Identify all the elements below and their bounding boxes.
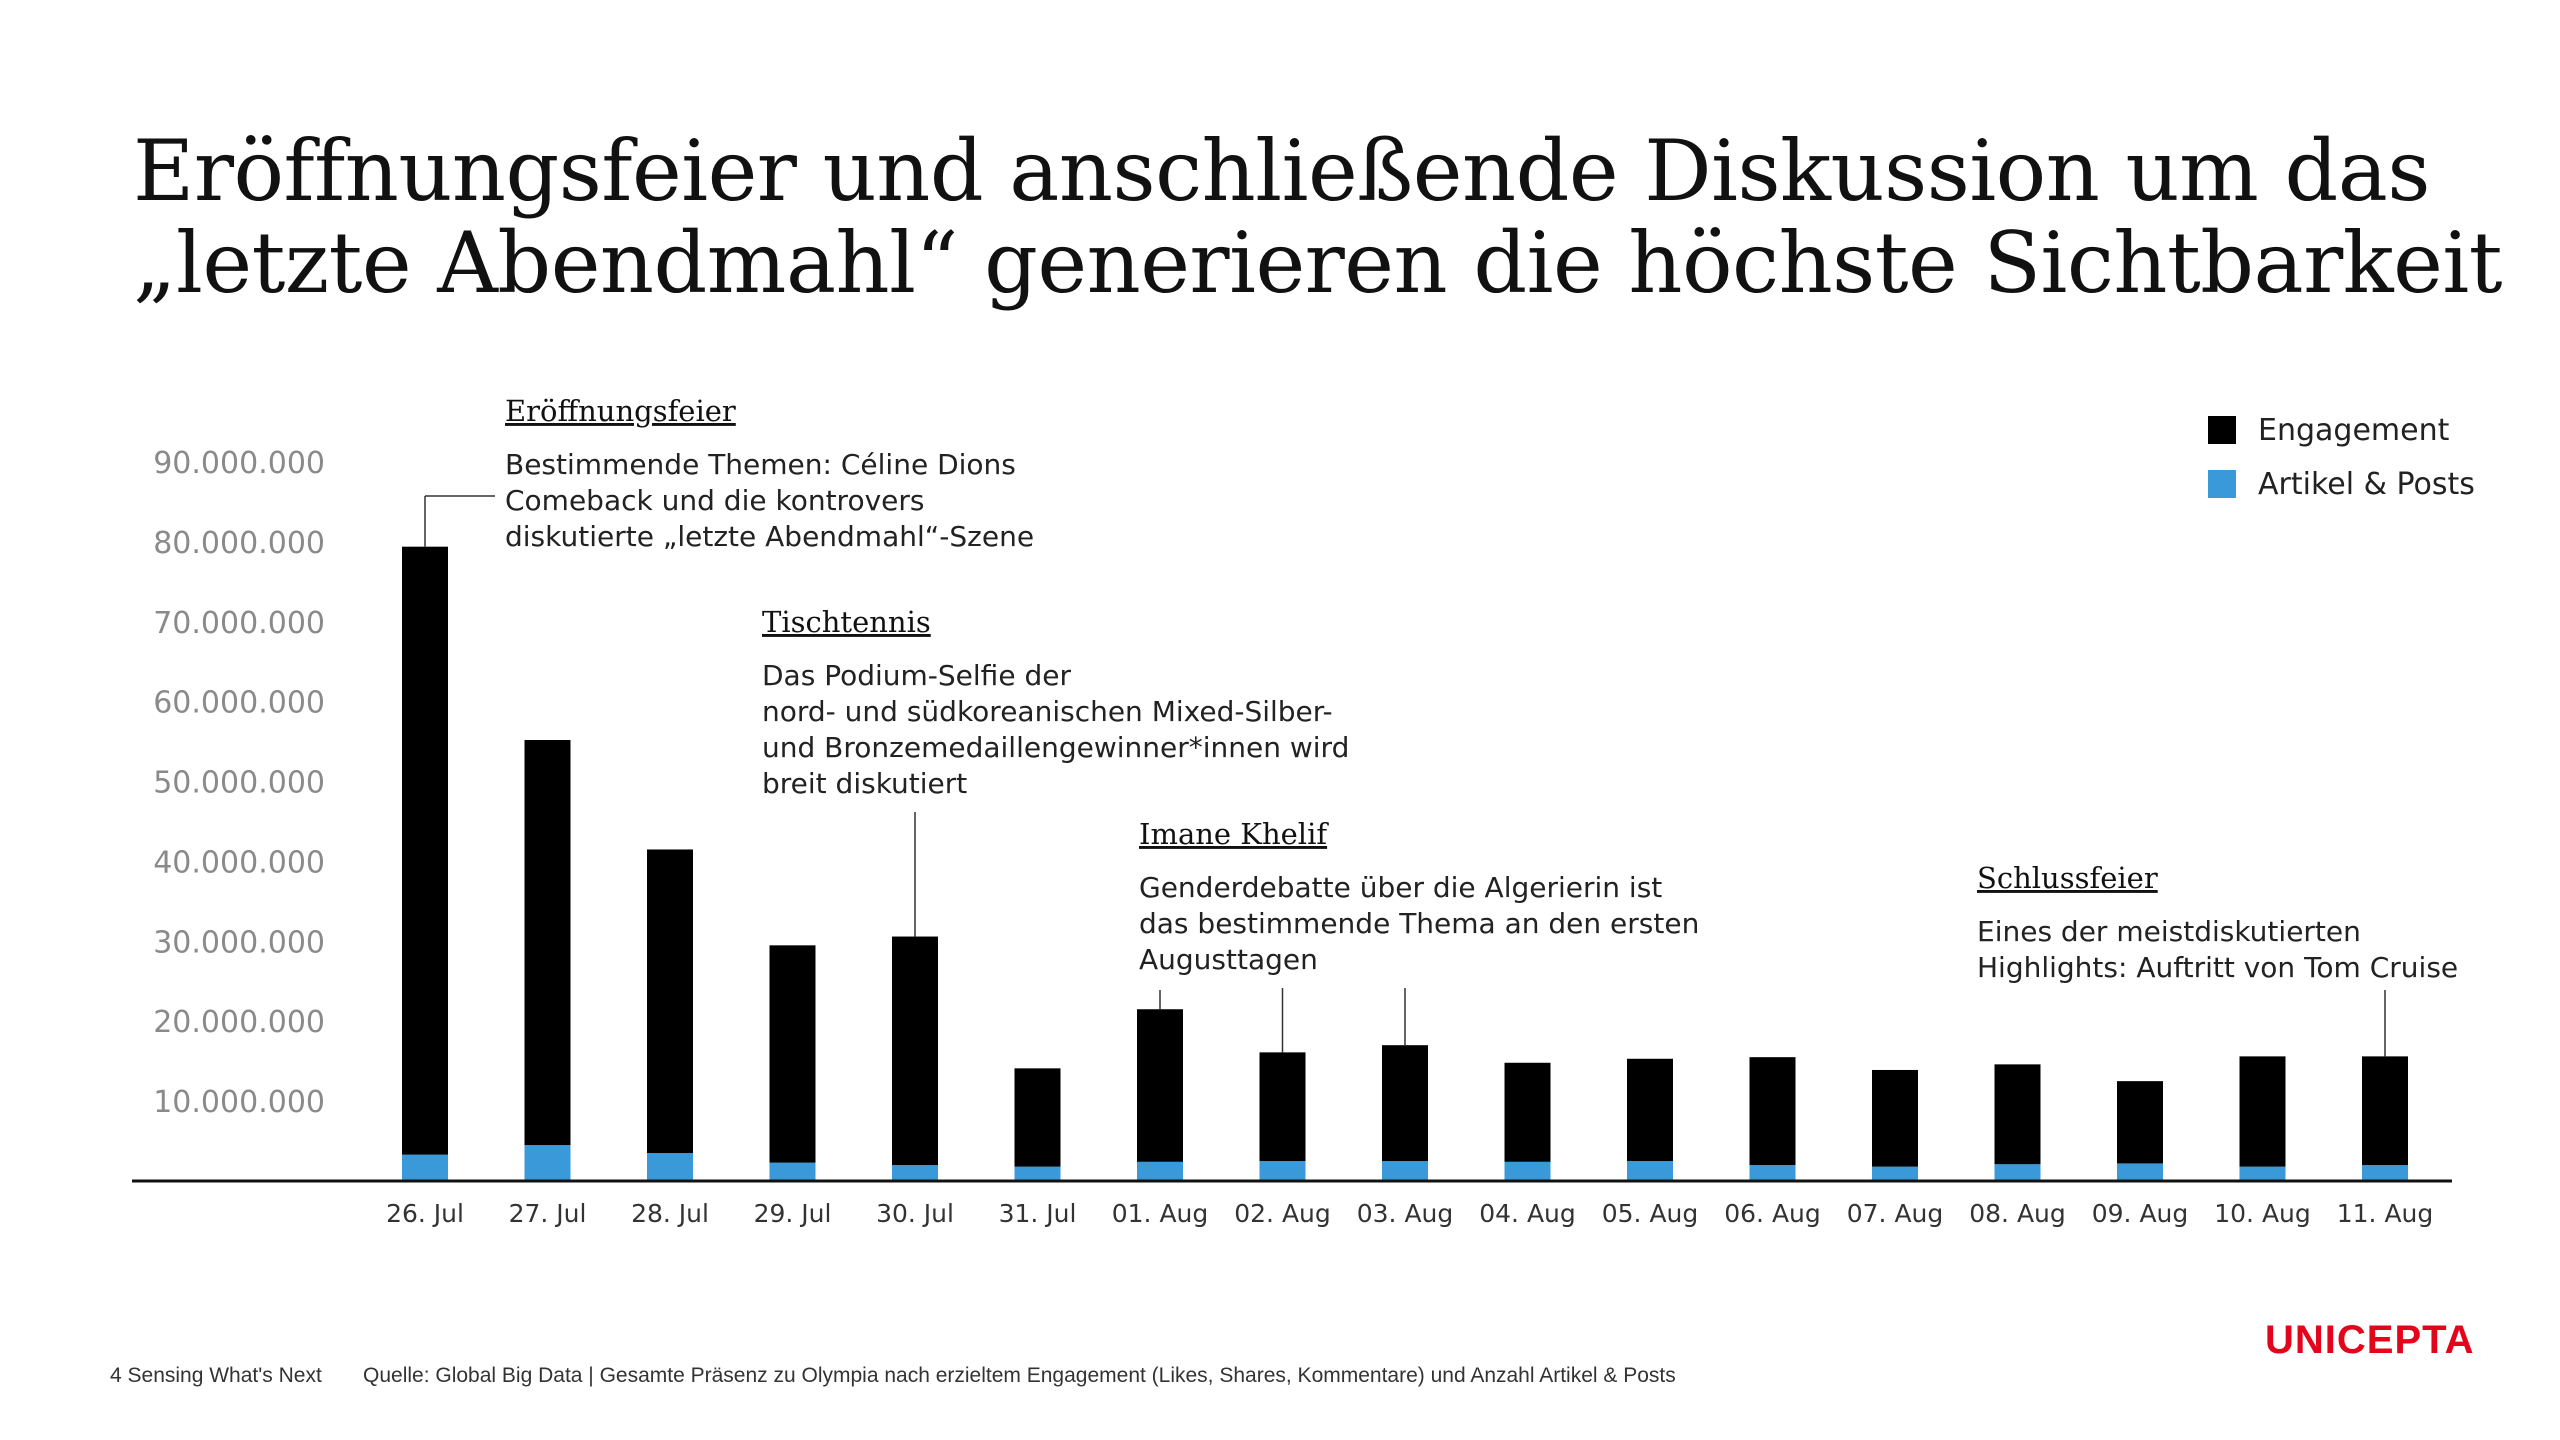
y-tick-label: 70.000.000 [153, 606, 325, 641]
legend: Engagement Artikel & Posts [2208, 413, 2475, 502]
annotation: Schlussfeier Eines der meistdiskutiertenH… [1977, 861, 2458, 984]
x-tick-label: 07. Aug [1847, 1199, 1944, 1228]
bar-engagement [769, 945, 816, 1163]
source-note: Quelle: Global Big Data | Gesamte Präsen… [363, 1364, 1676, 1387]
y-tick-label: 80.000.000 [153, 526, 325, 561]
bar-articles-posts [1259, 1161, 1306, 1181]
bar-engagement [1994, 1064, 2041, 1165]
x-tick-label: 26. Jul [386, 1199, 464, 1228]
annotation-title: Imane Khelif [1139, 817, 1329, 851]
y-tick-label: 10.000.000 [153, 1085, 325, 1120]
bar-engagement [2117, 1081, 2163, 1164]
callout-lines [424, 495, 2386, 1057]
annotation-title: Eröffnungsfeier [505, 394, 736, 428]
annotation-text: breit diskutiert [762, 767, 967, 800]
bar-articles-posts [892, 1165, 938, 1181]
x-tick-label: 10. Aug [2214, 1199, 2311, 1228]
bar-engagement [892, 936, 938, 1166]
bar-engagement [524, 740, 571, 1146]
y-axis: 10.000.000 20.000.000 30.000.000 40.000.000… [153, 446, 325, 1120]
bar-articles-posts [2362, 1165, 2408, 1181]
annotation-text: Bestimmende Themen: Céline Dions [505, 448, 1016, 481]
bar-articles-posts [1382, 1161, 1428, 1181]
legend-item: Artikel & Posts [2208, 467, 2475, 502]
brand-logo: UNICEPTA [2265, 1318, 2475, 1362]
y-tick-label: 40.000.000 [153, 845, 325, 880]
bar-engagement [1872, 1069, 1918, 1167]
legend-swatch [2208, 470, 2236, 498]
x-tick-label: 03. Aug [1357, 1199, 1454, 1228]
annotation-text: Comeback und die kontrovers [505, 484, 924, 517]
y-tick-label: 60.000.000 [153, 686, 325, 721]
bar-articles-posts [1627, 1161, 1673, 1181]
annotation-title: Tischtennis [762, 605, 931, 639]
annotation-text: und Bronzemedaillengewinner*innen wird [762, 731, 1349, 764]
x-tick-label: 28. Jul [631, 1199, 709, 1228]
bar-articles-posts [647, 1153, 693, 1181]
bar-engagement [2362, 1056, 2408, 1166]
bar-articles-posts [1014, 1166, 1061, 1181]
annotation-text: Augusttagen [1139, 943, 1318, 976]
x-tick-label: 09. Aug [2092, 1199, 2189, 1228]
bar-engagement [1014, 1068, 1061, 1167]
bar-engagement [1259, 1052, 1306, 1162]
title-line-1: Eröffnungsfeier und anschließende Diskus… [133, 122, 2430, 220]
bars [402, 546, 2408, 1181]
stacked-bar-chart: 10.000.000 20.000.000 30.000.000 40.000.000… [132, 394, 2475, 1228]
bar-engagement [1504, 1062, 1551, 1162]
x-tick-label: 30. Jul [876, 1199, 954, 1228]
page-title: Eröffnungsfeier und anschließende Diskus… [133, 125, 2513, 309]
page-label: 4 Sensing What's Next [110, 1364, 322, 1387]
annotation-text: Das Podium-Selfie der [762, 659, 1071, 692]
bar-articles-posts [1994, 1164, 2041, 1181]
annotation-text: Highlights: Auftritt von Tom Cruise [1977, 951, 2458, 984]
bar-engagement [2239, 1056, 2286, 1167]
x-tick-label: 02. Aug [1234, 1199, 1331, 1228]
bar-articles-posts [2117, 1163, 2163, 1181]
bar-engagement [402, 546, 448, 1155]
bar-articles-posts [402, 1154, 448, 1181]
bar-engagement [647, 849, 693, 1154]
title-line-2: „letzte Abendmahl“ generieren die höchst… [133, 214, 2503, 312]
y-tick-label: 30.000.000 [153, 925, 325, 960]
y-tick-label: 50.000.000 [153, 766, 325, 801]
annotation: Eröffnungsfeier Bestimmende Themen: Célin… [505, 394, 1034, 553]
annotations: Eröffnungsfeier Bestimmende Themen: Célin… [505, 394, 2458, 984]
legend-item: Engagement [2208, 413, 2450, 448]
x-tick-label: 08. Aug [1969, 1199, 2066, 1228]
x-tick-label: 31. Jul [999, 1199, 1077, 1228]
legend-swatch [2208, 416, 2236, 444]
bar-articles-posts [524, 1145, 571, 1181]
legend-label: Engagement [2258, 413, 2450, 448]
bar-engagement [1749, 1057, 1796, 1166]
x-tick-label: 27. Jul [509, 1199, 587, 1228]
annotation-text: Genderdebatte über die Algerierin ist [1139, 871, 1662, 904]
annotation: Imane Khelif Genderdebatte über die Alger… [1139, 817, 1699, 976]
x-axis: 26. Jul 27. Jul 28. Jul 29. Jul 30. Jul 31. J… [132, 1179, 2452, 1228]
bar-articles-posts [1504, 1161, 1551, 1181]
bar-engagement [1627, 1058, 1673, 1162]
bar-articles-posts [769, 1162, 816, 1181]
x-tick-label: 05. Aug [1602, 1199, 1699, 1228]
annotation-text: nord- und südkoreanischen Mixed-Silber- [762, 695, 1333, 728]
annotation-text: Eines der meistdiskutierten [1977, 915, 2361, 948]
annotation-text: diskutierte „letzte Abendmahl“-Szene [505, 520, 1034, 553]
y-tick-label: 20.000.000 [153, 1005, 325, 1040]
annotation-text: das bestimmende Thema an den ersten [1139, 907, 1699, 940]
x-tick-label: 01. Aug [1112, 1199, 1209, 1228]
legend-label: Artikel & Posts [2258, 467, 2475, 502]
y-tick-label: 90.000.000 [153, 446, 325, 481]
bar-engagement [1382, 1045, 1428, 1162]
bar-articles-posts [1749, 1165, 1796, 1181]
x-tick-label: 29. Jul [754, 1199, 832, 1228]
bar-articles-posts [1872, 1166, 1918, 1181]
bar-articles-posts [1137, 1161, 1183, 1181]
bar-engagement [1137, 1009, 1183, 1162]
bar-articles-posts [2239, 1166, 2286, 1181]
annotation-title: Schlussfeier [1977, 861, 2158, 895]
x-tick-label: 04. Aug [1479, 1199, 1576, 1228]
x-tick-label: 06. Aug [1724, 1199, 1821, 1228]
x-tick-label: 11. Aug [2337, 1199, 2434, 1228]
